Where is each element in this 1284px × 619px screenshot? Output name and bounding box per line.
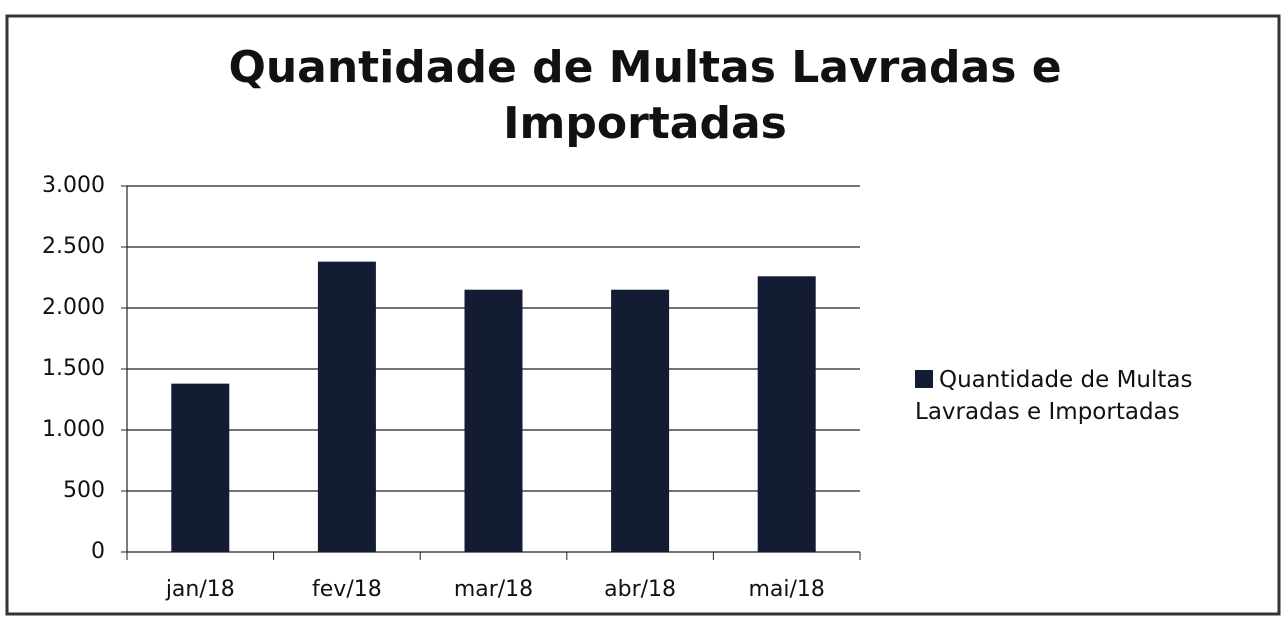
- legend: Quantidade de Multas Lavradas e Importad…: [915, 364, 1255, 428]
- y-tick-label: 1.500: [42, 356, 105, 381]
- x-tick-label: mai/18: [748, 577, 824, 602]
- chart-title: Quantidade de Multas Lavradas e Importad…: [228, 42, 1062, 149]
- y-tick-label: 2.000: [42, 295, 105, 320]
- y-tick-label: 1.000: [42, 417, 105, 442]
- y-tick-label: 500: [63, 478, 105, 503]
- frame: [5, 14, 1281, 616]
- bar: [464, 289, 523, 552]
- y-tick-label: 2.500: [42, 234, 105, 259]
- bar: [171, 383, 230, 552]
- legend-label: Quantidade de Multas Lavradas e Importad…: [915, 367, 1193, 425]
- x-tick-label: abr/18: [604, 577, 676, 602]
- legend-swatch: [915, 370, 933, 388]
- y-tick-label: 0: [91, 539, 105, 564]
- bar: [611, 289, 670, 552]
- x-tick-label: mar/18: [454, 577, 533, 602]
- bar: [317, 261, 376, 552]
- bar: [757, 276, 816, 552]
- x-tick-label: fev/18: [312, 577, 382, 602]
- y-tick-label: 3.000: [42, 173, 105, 198]
- x-tick-label: jan/18: [165, 577, 235, 602]
